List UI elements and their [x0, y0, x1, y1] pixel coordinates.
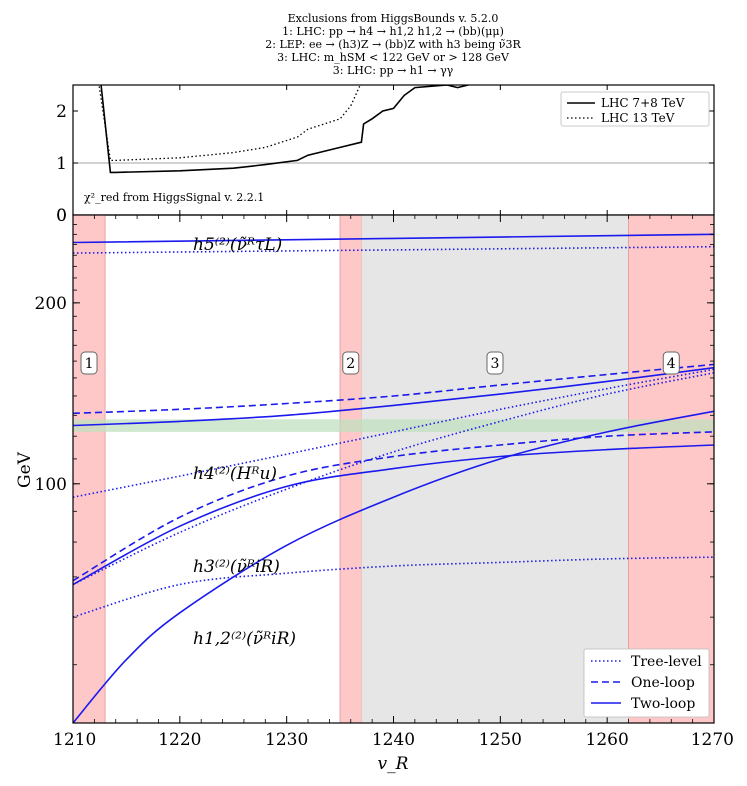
chi-squared-note: χ²_red from HiggsSignal v. 2.2.1 — [84, 191, 264, 204]
top-y-tick-label: 0 — [56, 206, 67, 226]
region-labels: 1 2 3 4 — [80, 351, 680, 375]
main-x-ticks: 1210 1220 1230 1240 1250 1260 1270 — [53, 215, 734, 750]
curve-h4-two-loop — [73, 366, 714, 427]
title-line-3: 2: LEP: ee → (h3)Z → (bb)Z with h3 being… — [265, 38, 521, 51]
curve-h4-one-loop — [73, 363, 714, 415]
title-line-4: 3: LHC: m_hSM < 122 GeV or > 128 GeV — [277, 51, 510, 64]
main-y-tick-label: 100 — [35, 475, 67, 495]
excluded-band-4 — [628, 215, 714, 723]
curve-h3-tree-level — [73, 556, 714, 618]
main-x-tick-label: 1260 — [586, 730, 629, 750]
main-x-tick-label: 1240 — [372, 730, 415, 750]
top-series-lhc-7-8 — [100, 85, 469, 174]
region-label-box-1 — [80, 351, 98, 375]
top-legend-label-2: LHC 13 TeV — [601, 111, 675, 125]
main-x-tick-label: 1270 — [691, 730, 734, 750]
title-line-2: 1: LHC: pp → h4 → h1,2 h1,2 → (bb)(μμ) — [282, 25, 504, 38]
title-line-5: 3: LHC: pp → h1 → γγ — [333, 64, 454, 77]
curve-h5-tree-level — [73, 245, 714, 254]
curve-h3-two-loop — [73, 444, 714, 586]
main-legend: Tree-level One-loop Two-loop — [583, 648, 710, 718]
top-y-tick-label-zero: 0 — [56, 206, 67, 226]
curve-h1-2-two-loop — [73, 410, 714, 723]
region-label-box-3 — [486, 351, 504, 375]
curve-label-h4: h4⁽²⁾(Hᴿu) — [193, 464, 277, 484]
main-panel: 100 200 0 1210 1220 1230 1240 1250 1260 1270 1 2 3… — [15, 206, 734, 774]
figure-title: Exclusions from HiggsBounds v. 5.2.0 1: … — [265, 12, 521, 77]
top-series-lhc-13 — [98, 85, 361, 162]
excluded-band-1 — [73, 215, 106, 723]
curve-h4-tree-level-a — [73, 368, 714, 498]
region-label-4: 4 — [667, 356, 676, 372]
curve-h5-two-loop — [73, 233, 714, 244]
region-label-box-4 — [662, 351, 680, 375]
excluded-band-3 — [361, 215, 629, 723]
main-curves — [73, 233, 714, 723]
title-line-1: Exclusions from HiggsBounds v. 5.2.0 — [288, 12, 499, 25]
x-axis-label: v_R — [378, 754, 409, 774]
top-y-tick-label: 2 — [56, 102, 67, 122]
region-label-3: 3 — [491, 356, 500, 372]
top-legend-label-1: LHC 7+8 TeV — [601, 96, 685, 110]
region-label-2: 2 — [346, 356, 355, 372]
top-legend: LHC 7+8 TeV LHC 13 TeV — [560, 91, 710, 127]
curve-h4-tree-level-b — [73, 372, 714, 586]
excluded-band-2 — [340, 215, 362, 723]
top-legend-box — [560, 91, 710, 127]
excluded-bands — [72, 215, 715, 723]
y-axis-label: GeV — [15, 451, 35, 488]
main-x-tick-label: 1210 — [53, 730, 96, 750]
curve-label-h12: h1,2⁽²⁾(ν̃ᴿiR) — [193, 629, 296, 649]
curve-h3-one-loop — [73, 431, 714, 582]
curve-label-h5: h5⁽²⁾(ν̃ᴿτL) — [193, 235, 282, 255]
region-label-1: 1 — [85, 356, 94, 372]
main-legend-box — [583, 648, 710, 718]
legend-two-loop-label: Two-loop — [631, 696, 695, 712]
higgs-mass-band — [73, 419, 714, 432]
region-label-box-2 — [342, 351, 360, 375]
top-y-tick-label: 1 — [56, 154, 67, 174]
legend-one-loop-label: One-loop — [631, 675, 695, 691]
main-x-tick-label: 1220 — [158, 730, 201, 750]
legend-tree-level-label: Tree-level — [631, 654, 702, 670]
main-x-tick-label: 1250 — [479, 730, 522, 750]
main-x-tick-label: 1230 — [265, 730, 308, 750]
curve-label-h3: h3⁽²⁾(ν̃ᴿiR) — [193, 557, 280, 577]
top-panel: 0 1 2 χ²_red from HiggsSignal v. 2.2.1 LHC… — [56, 84, 715, 226]
main-y-tick-label: 200 — [35, 294, 67, 314]
main-y-ticks: 100 200 0 — [35, 206, 714, 724]
